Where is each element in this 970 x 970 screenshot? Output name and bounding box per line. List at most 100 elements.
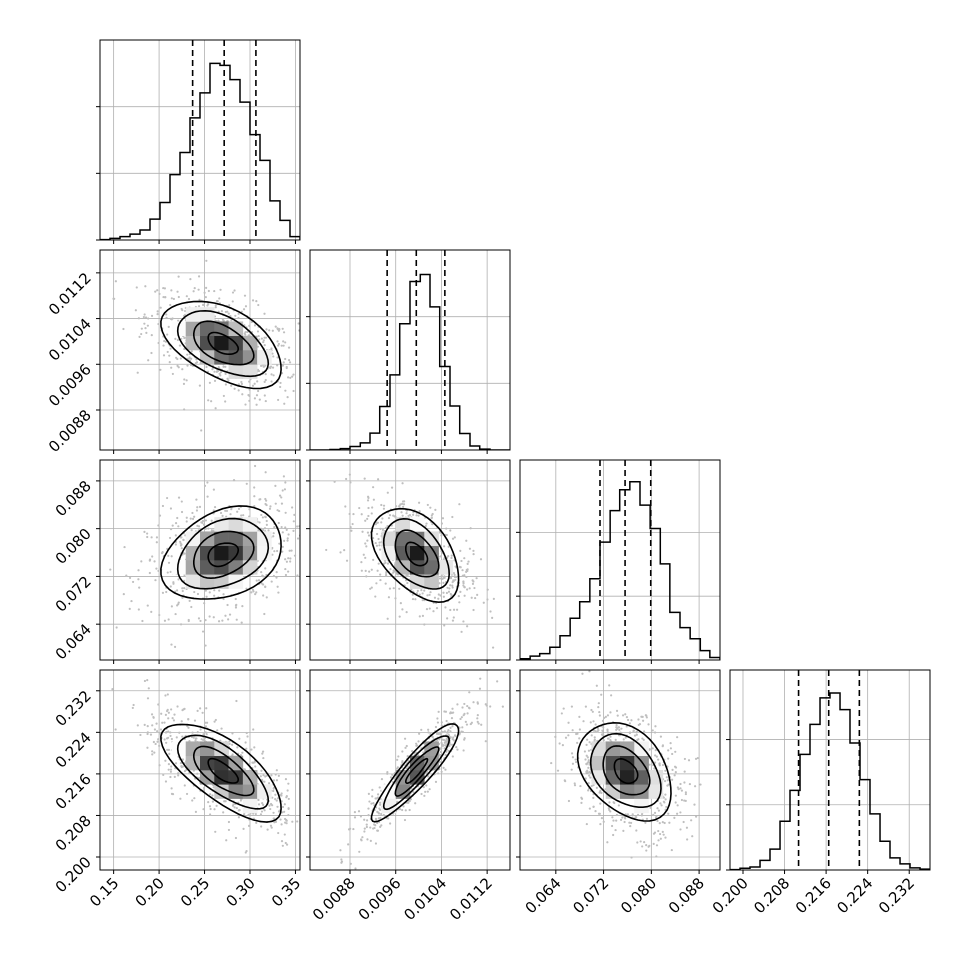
scatter-point [402, 503, 406, 506]
scatter-point [189, 278, 192, 281]
scatter-point [667, 749, 670, 752]
scatter-point [281, 545, 284, 548]
scatter-point [427, 731, 430, 734]
scatter-point [271, 553, 274, 556]
scatter-point [158, 613, 161, 617]
scatter-point [140, 327, 143, 330]
scatter-point [606, 731, 610, 734]
hist-panel-0 [96, 39, 301, 244]
scatter-point [352, 827, 355, 831]
scatter-point [173, 645, 177, 648]
scatter-point [610, 824, 614, 828]
scatter-point [203, 291, 206, 294]
scatter-point [465, 570, 468, 573]
scatter-point [128, 576, 132, 580]
scatter-point [283, 402, 286, 405]
scatter-point [215, 370, 218, 373]
scatter-point [283, 803, 286, 806]
scatter-point [270, 373, 273, 376]
scatter-point [197, 617, 201, 620]
scatter-point [406, 574, 409, 577]
scatter-point [600, 817, 604, 820]
scatter-point [272, 374, 275, 377]
density-layer [112, 259, 300, 432]
scatter-point [374, 595, 377, 598]
panel-frame [309, 669, 511, 871]
panel-frame [309, 249, 511, 451]
scatter-point [148, 571, 151, 575]
scatter-point [614, 828, 617, 832]
density-layer [325, 473, 495, 649]
contour-line [160, 723, 282, 823]
y-tick-label: 0.088 [52, 477, 95, 520]
scatter-point [255, 403, 258, 406]
scatter-point [264, 373, 267, 376]
scatter-point [160, 712, 163, 715]
scatter-point [146, 532, 149, 535]
scatter-point [276, 364, 279, 367]
scatter-point [612, 819, 615, 822]
scatter-point [466, 704, 469, 708]
scatter-point [179, 357, 182, 360]
scatter-point [476, 593, 479, 596]
scatter-point [403, 500, 406, 503]
scatter-point [598, 710, 601, 714]
scatter-point [615, 813, 619, 817]
y-tick-label: 0.208 [52, 812, 95, 855]
scatter-point [461, 574, 464, 577]
scatter-point [415, 744, 419, 747]
scatter-point [354, 867, 357, 870]
scatter-point [138, 586, 141, 589]
scatter-point [158, 514, 162, 517]
scatter-point [259, 813, 263, 816]
scatter-point [417, 501, 421, 504]
scatter-point [463, 702, 466, 706]
scatter-point [283, 833, 286, 836]
scatter-point [407, 759, 410, 762]
scatter-point [440, 577, 444, 581]
scatter-point [262, 594, 265, 597]
scatter-point [648, 763, 651, 766]
scatter-point [305, 506, 307, 508]
scatter-point [370, 568, 373, 571]
scatter-point [449, 730, 452, 733]
scatter-point [191, 517, 195, 520]
scatter-point [151, 753, 154, 756]
density-layer [339, 677, 504, 870]
histogram-step [520, 480, 720, 660]
x-tick-label: 0.088 [665, 874, 708, 917]
scatter-point [177, 496, 181, 499]
scatter-point [386, 491, 389, 494]
scatter-point [360, 569, 363, 572]
density-cell [200, 321, 215, 337]
scatter-point [659, 802, 662, 805]
scatter-point [166, 350, 169, 354]
scatter-point [593, 738, 596, 741]
scatter-point [364, 519, 367, 522]
scatter-point [451, 515, 454, 519]
scatter-point [257, 798, 260, 802]
scatter-point [219, 739, 222, 742]
scatter-point [432, 610, 435, 613]
scatter-point [420, 589, 423, 592]
scatter-point [284, 558, 287, 561]
scatter-point [157, 341, 160, 345]
scatter-point [242, 308, 246, 311]
scatter-point [283, 810, 286, 813]
x-tick-label: 0.080 [617, 874, 660, 917]
scatter-point [155, 536, 159, 539]
scatter-point [438, 577, 442, 580]
scatter-point [431, 735, 434, 739]
scatter-point [384, 582, 387, 585]
scatter-point [169, 303, 172, 307]
scatter-point [177, 525, 180, 528]
scatter-point [484, 740, 487, 743]
density-cells [171, 307, 272, 379]
scatter-point [484, 703, 487, 706]
scatter-point [595, 786, 598, 789]
scatter-point [676, 786, 679, 789]
scatter-point [325, 538, 327, 540]
scatter-point [669, 747, 673, 750]
scatter-point [587, 781, 590, 785]
scatter-point [253, 486, 256, 489]
